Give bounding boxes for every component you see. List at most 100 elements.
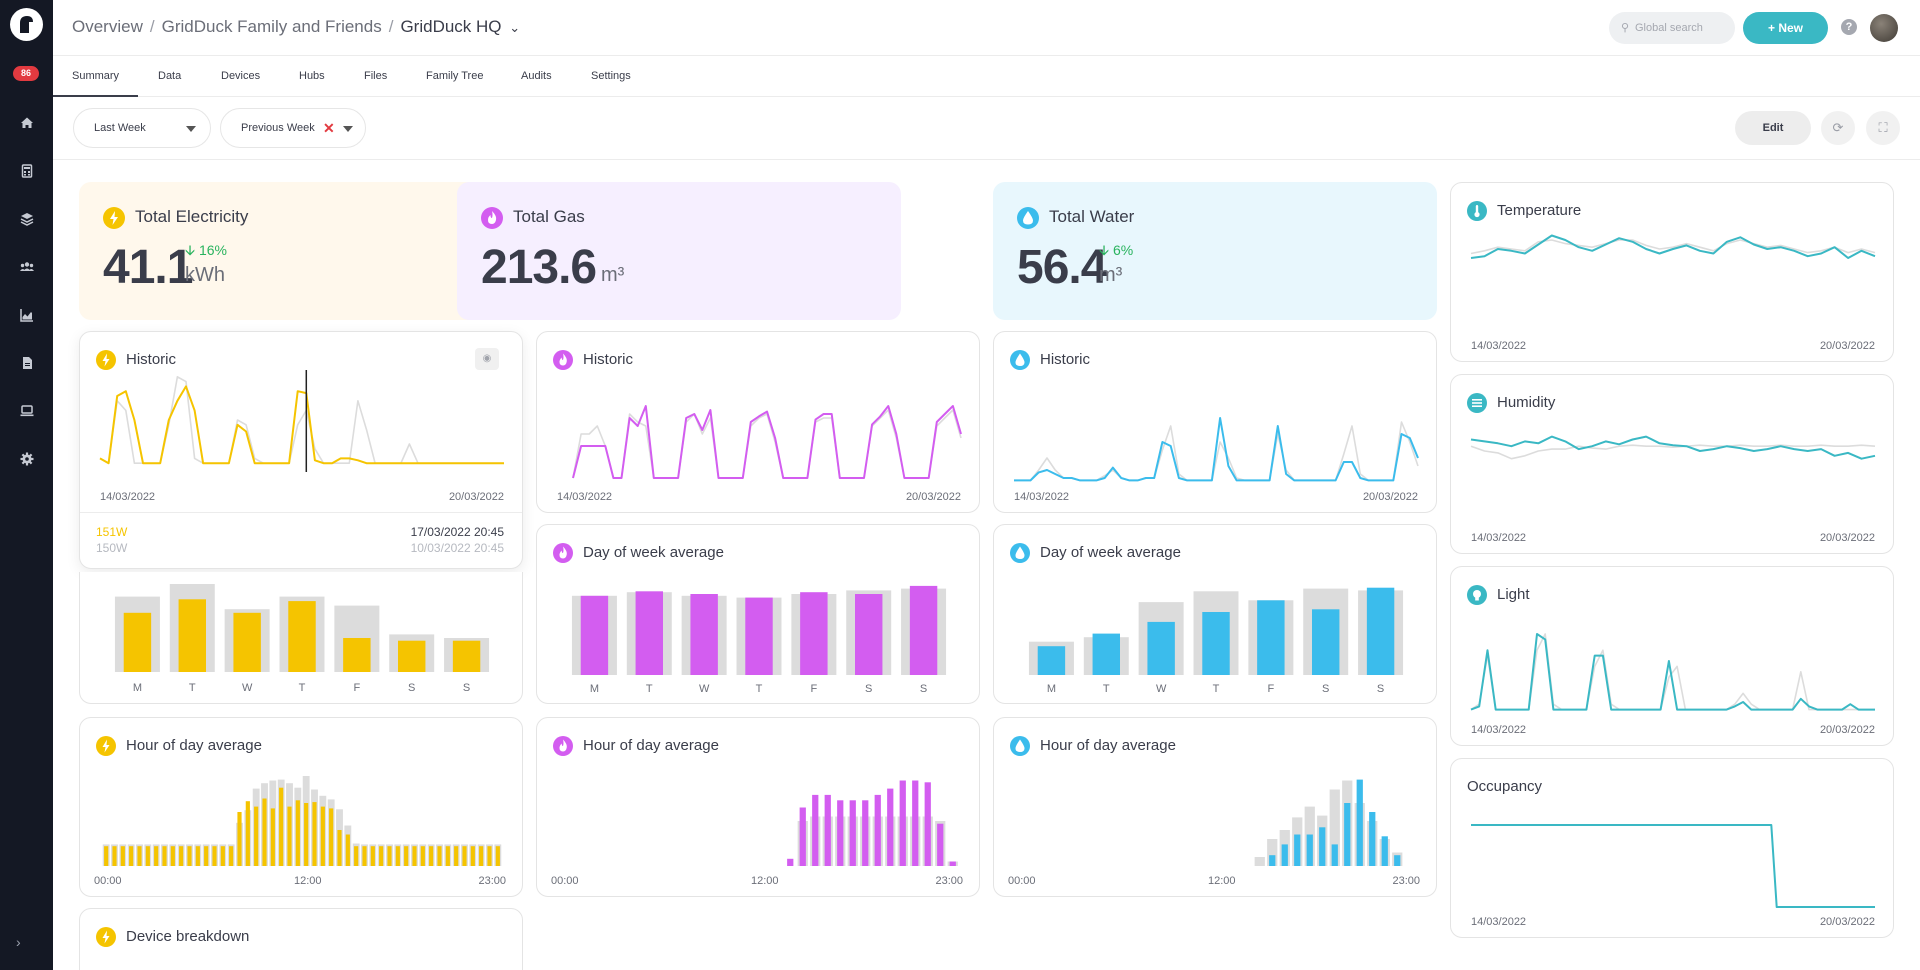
current-week-bar[interactable] [237, 812, 242, 866]
current-week-bar[interactable] [924, 782, 931, 866]
current-week-bar[interactable] [254, 806, 259, 866]
current-week-bar[interactable] [912, 780, 919, 867]
previous-week-line[interactable] [99, 375, 504, 464]
gas-historic-card[interactable]: Historic 14/03/2022 20/03/2022 [536, 331, 980, 513]
tab-audits[interactable]: Audits [521, 70, 552, 82]
temperature-chart[interactable] [1451, 183, 1894, 343]
current-week-bar[interactable] [429, 846, 434, 866]
light-card[interactable]: Light 14/03/2022 20/03/2022 [1450, 566, 1894, 746]
home-icon[interactable] [16, 112, 38, 134]
current-week-bar[interactable] [1281, 844, 1288, 866]
previous-week-line[interactable] [1470, 633, 1875, 711]
current-week-bar[interactable] [1331, 844, 1338, 866]
current-week-bar[interactable] [195, 846, 200, 866]
current-week-bar[interactable] [104, 846, 109, 866]
gas-dow-card[interactable]: Day of week average M T W T F S S [536, 524, 980, 704]
total-electricity-card[interactable]: Total Electricity 41.1 kWh 🡫 16% [79, 182, 523, 320]
current-week-bar[interactable] [137, 846, 142, 866]
current-week-bar[interactable] [229, 846, 234, 866]
current-week-bar[interactable] [812, 794, 819, 866]
current-week-bar[interactable] [800, 592, 828, 675]
total-water-card[interactable]: Total Water 56.4 m³ 🡫 6% [993, 182, 1437, 320]
current-week-bar[interactable] [1294, 834, 1301, 867]
current-week-bar[interactable] [1147, 621, 1175, 675]
occupancy-card[interactable]: Occupancy 14/03/2022 20/03/2022 [1450, 758, 1894, 938]
current-week-bar[interactable] [398, 640, 426, 672]
current-week-bar[interactable] [887, 788, 894, 866]
water-hod-card[interactable]: Hour of day average 00:00 12:00 23:00 [993, 717, 1437, 897]
current-week-bar[interactable] [187, 846, 192, 866]
comparison-select[interactable]: Previous Week ✕ [220, 108, 366, 148]
gas-hod-card[interactable]: Hour of day average 00:00 12:00 23:00 [536, 717, 980, 897]
tab-hubs[interactable]: Hubs [299, 70, 325, 82]
electricity-dow-chart[interactable] [80, 572, 523, 672]
users-icon[interactable] [16, 256, 38, 278]
current-week-bar[interactable] [354, 846, 359, 866]
water-hod-chart[interactable] [994, 718, 1437, 868]
current-week-bar[interactable] [849, 800, 856, 866]
current-week-bar[interactable] [362, 846, 367, 866]
current-week-bar[interactable] [1092, 633, 1120, 675]
current-week-bar[interactable] [470, 846, 475, 866]
gridduck-logo[interactable] [10, 8, 43, 41]
current-week-bar[interactable] [862, 800, 869, 866]
help-icon[interactable]: ? [1841, 19, 1857, 35]
water-dow-card[interactable]: Day of week average M T W T F S S [993, 524, 1437, 704]
current-week-bar[interactable] [204, 846, 209, 866]
tab-devices[interactable]: Devices [221, 70, 261, 82]
current-week-bar[interactable] [420, 846, 425, 866]
current-week-bar[interactable] [1356, 779, 1363, 866]
new-button[interactable]: + New [1743, 12, 1828, 44]
gear-icon[interactable] [16, 448, 38, 470]
current-week-bar[interactable] [304, 803, 309, 866]
water-dow-chart[interactable] [994, 525, 1437, 675]
electricity-historic-card[interactable]: Historic ◉ 14/03/2022 20/03/2022 151W 15… [79, 331, 523, 569]
file-icon[interactable] [16, 352, 38, 374]
current-week-bar[interactable] [320, 806, 325, 866]
total-gas-card[interactable]: Total Gas 213.6 m³ [457, 182, 901, 320]
current-week-bar[interactable] [245, 801, 250, 866]
monitor-icon[interactable] [16, 400, 38, 422]
current-week-bar[interactable] [1394, 855, 1401, 866]
device-breakdown-card[interactable]: Device breakdown [79, 908, 523, 970]
current-week-bar[interactable] [1037, 646, 1066, 675]
current-week-bar[interactable] [462, 846, 467, 866]
current-week-bar[interactable] [909, 585, 938, 675]
current-week-bar[interactable] [495, 846, 500, 866]
site-switch-chevron-down-icon[interactable]: ⌄ [509, 20, 521, 35]
current-week-bar[interactable] [123, 612, 152, 672]
light-chart[interactable] [1451, 567, 1894, 727]
current-week-line[interactable] [1470, 234, 1876, 259]
current-week-line[interactable] [99, 385, 504, 465]
current-week-bar[interactable] [233, 612, 261, 672]
current-week-bar[interactable] [145, 846, 150, 866]
temperature-card[interactable]: Temperature 14/03/2022 20/03/2022 [1450, 182, 1894, 362]
current-week-bar[interactable] [343, 638, 371, 672]
current-week-bar[interactable] [170, 846, 175, 866]
current-week-bar[interactable] [1306, 834, 1313, 867]
global-search-input[interactable]: ⚲ Global search [1609, 12, 1735, 44]
tab-data[interactable]: Data [158, 70, 182, 82]
current-week-bar[interactable] [1202, 612, 1230, 675]
current-week-bar[interactable] [112, 846, 117, 866]
previous-week-line[interactable] [1470, 239, 1876, 255]
current-week-bar[interactable] [337, 830, 342, 866]
water-historic-card[interactable]: Historic 14/03/2022 20/03/2022 [993, 331, 1437, 513]
current-week-bar[interactable] [1269, 855, 1276, 866]
current-week-bar[interactable] [690, 594, 718, 675]
current-week-bar[interactable] [1366, 587, 1395, 675]
current-week-bar[interactable] [1381, 836, 1388, 866]
current-week-bar[interactable] [295, 800, 300, 866]
current-week-bar[interactable] [288, 601, 316, 672]
layers-icon[interactable] [16, 208, 38, 230]
current-week-bar[interactable] [262, 798, 267, 867]
current-week-bar[interactable] [949, 861, 956, 867]
edit-button[interactable]: Edit [1735, 111, 1811, 145]
current-week-line[interactable] [1470, 633, 1875, 711]
current-week-bar[interactable] [179, 846, 184, 866]
current-week-bar[interactable] [387, 846, 392, 866]
current-week-bar[interactable] [212, 846, 217, 866]
calculator-icon[interactable] [16, 160, 38, 182]
current-week-bar[interactable] [937, 823, 944, 866]
current-week-line[interactable] [572, 405, 962, 479]
